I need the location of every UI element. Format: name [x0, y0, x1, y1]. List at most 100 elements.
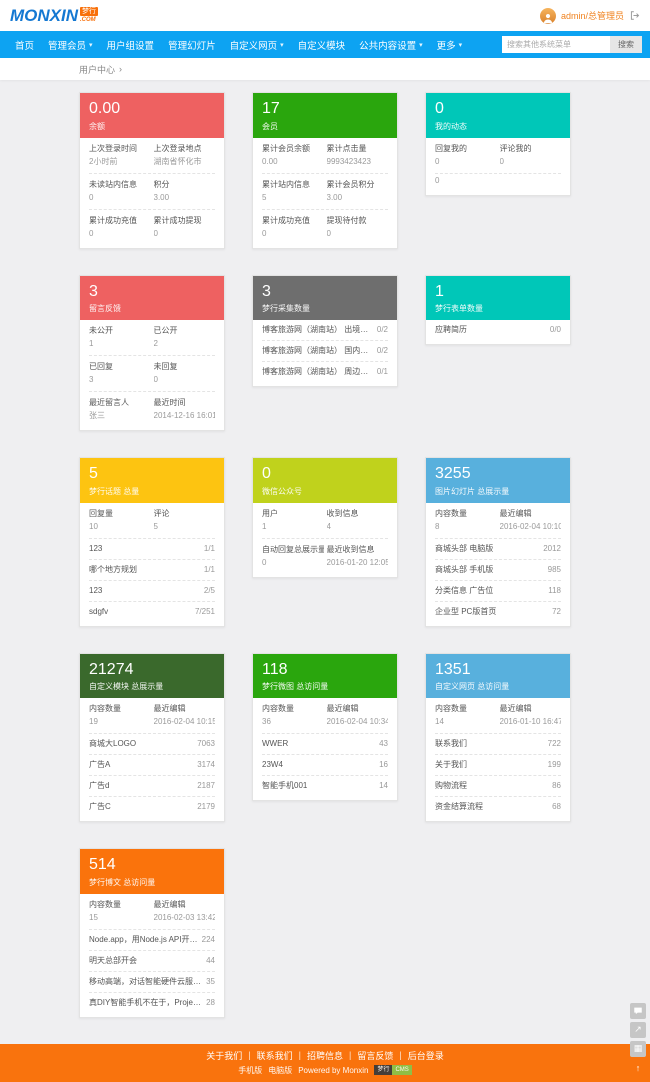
card-list-item: 联系我们 722: [435, 734, 561, 756]
main-nav: 首页 管理会员 ▾ 用户组设置 管理幻灯片 自定义网页 ▾ 自定义模块 公共内容设置 ▾ 更多 ▾ 搜…: [0, 31, 650, 58]
cell-left: 10: [89, 521, 98, 531]
card-list-item: 博客旅游网（湖南站） 出境线路 东…0/2: [262, 320, 388, 342]
logout-icon[interactable]: [629, 10, 640, 21]
footer-link-1[interactable]: 联系我们: [256, 1050, 293, 1061]
card-header-link[interactable]: 1351 自定义网页 总访问量: [426, 653, 570, 699]
card-number: 5: [89, 465, 98, 483]
cell-left: 123: [89, 585, 103, 595]
nav-item-2[interactable]: 用户组设置: [100, 31, 162, 58]
card-field-labels: 用户 收到信息: [262, 503, 388, 520]
card-title: 自定义网页 总访问量: [435, 682, 510, 692]
card-header-link[interactable]: 3 留言反馈: [80, 275, 224, 321]
card-field-labels: 内容数量 最近编辑: [435, 698, 561, 715]
cell-right: 累计成功提现: [153, 215, 202, 225]
card-title: 梦行话题 总量: [89, 486, 140, 496]
card-body: 回复我的 评论我的 0 0 0: [426, 138, 570, 195]
footer-mode-1[interactable]: 电脑版: [268, 1065, 293, 1075]
card-header-link[interactable]: 0 微信公众号: [253, 458, 397, 503]
avatar[interactable]: [539, 7, 556, 24]
share-icon[interactable]: ↗: [630, 1021, 646, 1038]
dashboard-card: 514 梦行博文 总访问量 内容数量 最近编辑 15 2016-02-03 13:42 No…: [79, 848, 225, 1018]
nav-item-5[interactable]: 自定义模块: [291, 31, 353, 58]
card-header-link[interactable]: 3255 图片幻灯片 总展示量: [426, 458, 570, 503]
card-title: 微信公众号: [262, 486, 302, 496]
back-to-top-icon[interactable]: ↑: [630, 1059, 646, 1076]
breadcrumb-current[interactable]: 用户中心: [79, 64, 116, 75]
card-header-link[interactable]: 21274 自定义模块 总展示量: [80, 653, 224, 699]
cell-right: 0: [153, 375, 158, 385]
card-number: 1: [435, 282, 444, 300]
cell-left: 累计成功充值: [262, 215, 310, 225]
nav-item-6[interactable]: 公共内容设置 ▾: [352, 31, 430, 58]
cell-right: 9993423423: [326, 156, 372, 166]
card-grid: 0.00 余额 上次登录时间 上次登录地点 2小时前 湖南省怀化市 未读站内信息 积分 0 3.0…: [79, 92, 571, 1018]
footer-mode-0[interactable]: 手机版: [238, 1065, 263, 1075]
footer-link-0[interactable]: 关于我们: [206, 1050, 243, 1061]
footer-link-4[interactable]: 后台登录: [407, 1050, 444, 1061]
card-header-link[interactable]: 1 梦行表单数量: [426, 275, 570, 321]
nav-item-4[interactable]: 自定义网页 ▾: [223, 31, 291, 58]
nav-menu: 首页 管理会员 ▾ 用户组设置 管理幻灯片 自定义网页 ▾ 自定义模块 公共内容设置 ▾ 更多 ▾: [8, 31, 469, 58]
card-field-values: 张三 2014-12-16 16:01: [89, 409, 215, 428]
footer-link-2[interactable]: 招聘信息: [306, 1050, 343, 1061]
footer-link-3[interactable]: 留言反馈: [357, 1050, 394, 1061]
chevron-down-icon: ▾: [419, 41, 423, 49]
search-input[interactable]: [502, 36, 610, 53]
card-list-item: 博客旅游网（湖南站） 国内线路 梅…0/2: [262, 341, 388, 363]
cell-right: 4: [326, 521, 331, 531]
cell-left: 资金结算流程: [435, 802, 483, 812]
cell-right: 35: [206, 976, 215, 986]
card-header-link[interactable]: 17 会员: [253, 93, 397, 138]
cell-right: 0/1: [376, 367, 388, 377]
cell-left: 内容数量: [435, 704, 467, 714]
floating-toolbar: ↗ ▦ ↑: [630, 1002, 646, 1076]
cell-left: 23W4: [262, 760, 283, 770]
cell-right: 0/0: [549, 325, 561, 335]
search-button[interactable]: 搜索: [610, 36, 642, 53]
card-header-link[interactable]: 0.00 余额: [80, 93, 224, 138]
card-field-labels: 自动回复总展示量 最近收到信息: [262, 539, 388, 556]
card-header-link[interactable]: 118 梦行微图 总访问量: [253, 653, 397, 699]
footer-links: 关于我们 | 联系我们 | 招聘信息 | 留言反馈 | 后台登录: [0, 1049, 650, 1062]
card-header-link[interactable]: 514 梦行博文 总访问量: [80, 849, 224, 894]
nav-item-3[interactable]: 管理幻灯片: [161, 31, 223, 58]
cell-right: 2016-02-04 10:34: [326, 717, 389, 727]
cell-left: 内容数量: [262, 704, 294, 714]
card-field-labels: 回复量 评论: [89, 503, 215, 520]
nav-item-label: 管理会员: [48, 40, 87, 52]
card-field-values: 5 3.00: [262, 191, 388, 210]
cell-left: 广告d: [89, 781, 110, 791]
cell-right: 0: [499, 156, 504, 166]
nav-item-1[interactable]: 管理会员 ▾: [41, 31, 100, 58]
cell-left: 博客旅游网（湖南站） 国内线路 梅…: [262, 346, 374, 356]
nav-item-0[interactable]: 首页: [8, 31, 41, 58]
site-logo[interactable]: MONXIN 梦行 .COM: [10, 7, 98, 24]
card-header-link[interactable]: 3 梦行采集数量: [253, 275, 397, 321]
cell-left: 1: [89, 339, 94, 349]
cms-badge[interactable]: 梦行 CMS: [374, 1065, 412, 1076]
cell-right: 最近编辑: [499, 704, 532, 714]
chat-icon[interactable]: [630, 1002, 646, 1019]
username-label[interactable]: admin/总管理员: [560, 11, 624, 21]
card-header-link[interactable]: 5 梦行话题 总量: [80, 458, 224, 503]
card-list-item: 移动高端，对话智能硬件云服务平…35: [89, 972, 215, 993]
separator: |: [248, 1050, 251, 1061]
cell-left: 0: [435, 156, 440, 166]
cell-right: 0/2: [376, 325, 388, 335]
cell-left: 回复我的: [435, 143, 467, 153]
cell-left: 用户: [262, 508, 278, 518]
card-number: 3: [89, 282, 98, 300]
cell-left: 0: [262, 557, 267, 567]
card-field-labels: 回复我的 评论我的: [435, 138, 561, 155]
card-body: 内容数量 最近编辑 14 2016-01-10 16:47 联系我们 722 关于我们 199…: [426, 698, 570, 821]
cell-left: 上次登录时间: [89, 143, 137, 153]
card-header-link[interactable]: 0 我的动态: [426, 93, 570, 138]
separator: |: [399, 1050, 402, 1061]
nav-item-7[interactable]: 更多 ▾: [430, 31, 470, 58]
qrcode-icon[interactable]: ▦: [630, 1040, 646, 1057]
cell-right: 提现待付款: [326, 215, 367, 225]
